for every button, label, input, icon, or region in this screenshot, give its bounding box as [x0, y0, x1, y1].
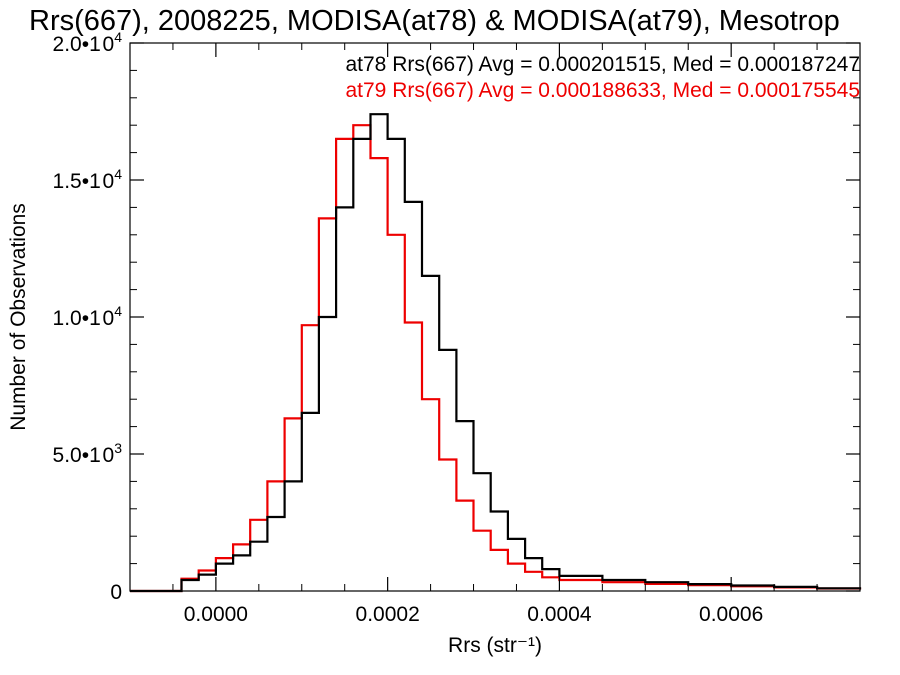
y-axis-ticks: 0 5.0•1 03 1.0•1 04 1.5•1 04 2.0•1 04: [53, 29, 860, 604]
x-tick-label: 0.0000: [184, 603, 248, 626]
plot-frame: [129, 42, 861, 592]
x-tick-label: 0.0004: [527, 603, 592, 626]
legend-entry-at79: at79 Rrs(667) Avg = 0.000188633, Med = 0…: [345, 79, 860, 102]
x-tick-label: 0.0006: [699, 603, 763, 626]
chart-title: Rrs(667), 2008225, MODISA(at78) & MODISA…: [29, 5, 840, 37]
y-axis-label: Number of Observations: [7, 203, 30, 431]
x-tick-label: 0.0002: [356, 603, 420, 626]
series-line-1: [130, 124, 862, 593]
x-axis-ticks: 0.0000 0.0002 0.0004 0.0006: [129, 43, 861, 626]
y-tick-label: 5.0•1 03: [53, 440, 123, 467]
x-axis-label: Rrs (str⁻¹): [448, 634, 542, 657]
legend-entry-at78: at78 Rrs(667) Avg = 0.000201515, Med = 0…: [345, 53, 860, 76]
y-tick-label: 2.0•1 04: [53, 29, 123, 56]
series-line-0: [130, 113, 862, 593]
y-tick-label: 1.0•1 04: [53, 303, 123, 330]
y-tick-label: 1.5•1 04: [53, 166, 123, 193]
series-lines: [130, 113, 862, 593]
y-tick-label: 0: [110, 581, 122, 604]
